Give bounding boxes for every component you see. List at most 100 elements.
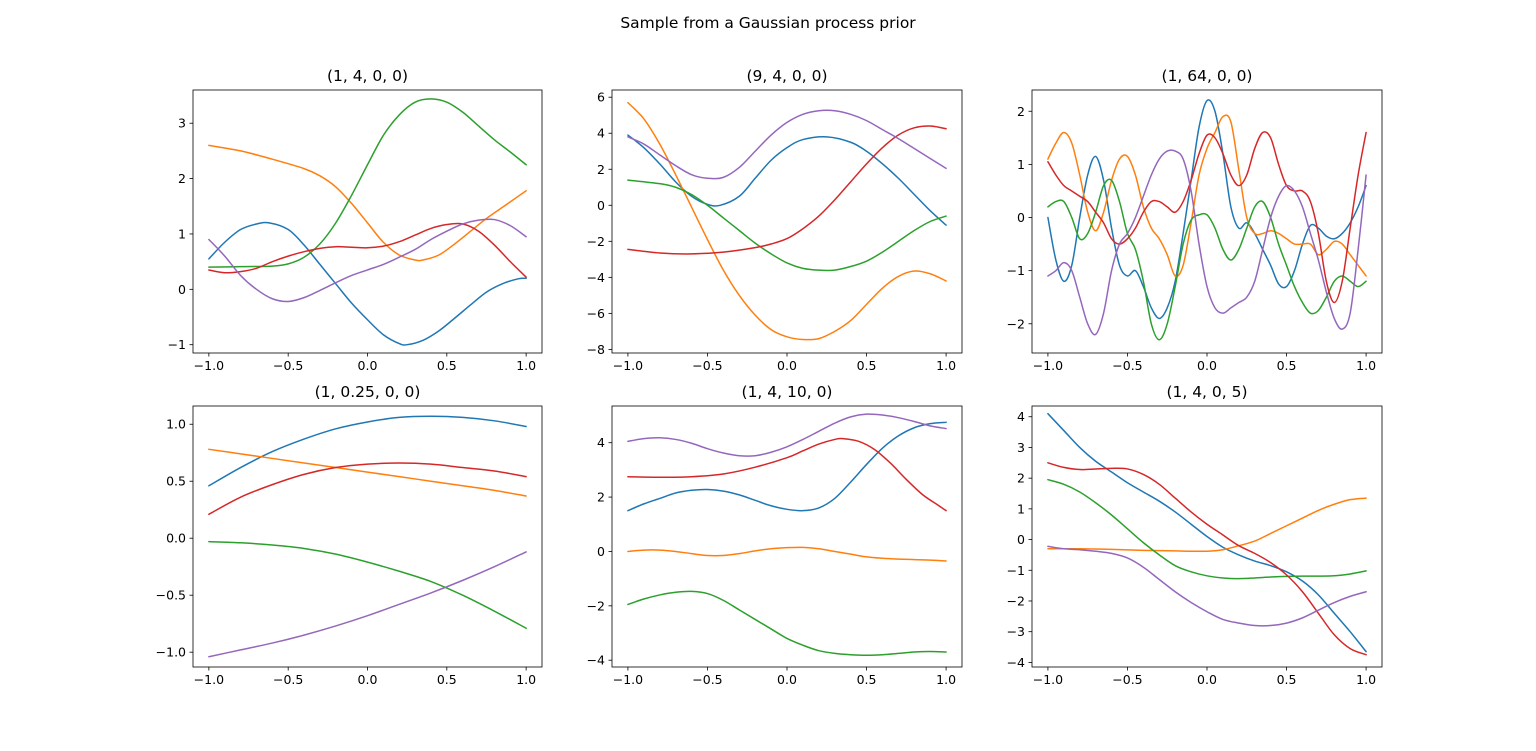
subplot-5: −1.0 −0.5 0.0 0.5 1.0 −4 −2 0 2 4 (1, 4, 10, 0) [587,383,963,687]
y-tick-label: 1.0 [166,417,186,432]
subplot-title: (1, 0.25, 0, 0) [315,383,421,401]
series-line-1 [1047,99,1367,320]
y-tick-label: 6 [597,90,605,105]
series-group [1047,412,1367,656]
x-tick-label: 0.5 [437,358,457,373]
subplot-title: (1, 4, 0, 5) [1166,383,1247,401]
series-line-3 [208,540,527,629]
series-line-5 [208,218,527,303]
y-tick-label: −1 [1007,263,1025,278]
series-line-4 [208,462,527,516]
x-tick-label: −1.0 [613,358,643,373]
series-line-1 [208,415,527,487]
series-line-2 [627,101,947,341]
x-tick-label: 1.0 [1356,672,1376,687]
series-line-5 [208,551,527,658]
subplot-title: (1, 4, 0, 0) [327,67,408,85]
x-tick-label: 0.0 [358,672,378,687]
series-line-4 [1047,462,1367,656]
x-tick-label: 0.5 [857,672,877,687]
series-line-4 [627,437,947,512]
series-group [627,101,947,341]
x-tick-label: 0.5 [437,672,457,687]
y-tick-label: −3 [1007,624,1025,639]
x-tick-label: −1.0 [1033,672,1063,687]
y-tick-label: −0.5 [156,588,186,603]
subplot-3: −1.0 −0.5 0.0 0.5 1.0 −2 −1 0 1 2 (1, 64, 0, 0) [1007,67,1383,373]
series-line-1 [627,134,947,226]
x-tick-label: −1.0 [1033,358,1063,373]
x-tick-label: 1.0 [516,358,536,373]
y-tick-label: −4 [587,270,605,285]
x-tick-label: −0.5 [1112,358,1142,373]
figure-suptitle: Sample from a Gaussian process prior [620,14,916,32]
series-line-3 [627,590,947,657]
x-tick-label: 1.0 [936,358,956,373]
y-tick-label: −2 [587,598,605,613]
series-line-2 [627,546,947,562]
subplot-title: (1, 64, 0, 0) [1162,67,1253,85]
series-line-1 [1047,412,1367,653]
y-tick-label: 1 [1017,501,1025,516]
series-line-2 [208,144,527,262]
series-line-4 [208,222,527,278]
series-line-1 [627,421,947,512]
subplot-title: (9, 4, 0, 0) [746,67,827,85]
y-tick-label: −4 [587,653,605,668]
series-line-5 [1047,545,1367,627]
x-tick-label: 0.0 [777,672,797,687]
y-tick-label: 0 [178,282,186,297]
x-tick-label: 0.0 [1197,672,1217,687]
y-tick-label: 2 [178,171,186,186]
y-tick-label: 2 [1017,471,1025,486]
y-tick-label: 0 [1017,210,1025,225]
x-tick-label: −1.0 [194,358,224,373]
series-line-1 [208,221,527,346]
y-tick-label: 0 [597,544,605,559]
x-tick-label: 1.0 [516,672,536,687]
y-tick-label: −2 [1007,593,1025,608]
x-tick-label: 0.5 [1277,358,1297,373]
subplot-6: −1.0 −0.5 0.0 0.5 1.0 −4 −3 −2 −1 0 1 2 3 4 (1, 4, 0, … [1007,383,1383,687]
y-tick-label: −2 [1007,316,1025,331]
x-tick-label: −1.0 [613,672,643,687]
x-tick-label: −0.5 [692,358,722,373]
y-tick-label: −6 [587,306,605,321]
x-tick-label: 1.0 [1356,358,1376,373]
y-tick-label: 2 [597,162,605,177]
y-tick-label: −8 [587,342,605,357]
y-tick-label: 4 [1017,409,1025,424]
series-line-3 [1047,178,1367,341]
y-tick-label: 1 [178,226,186,241]
y-tick-label: 0.0 [166,531,186,546]
y-tick-label: −1 [168,337,186,352]
x-tick-label: −1.0 [194,672,224,687]
y-tick-label: 2 [1017,104,1025,119]
y-tick-label: 0 [597,198,605,213]
series-line-4 [1047,131,1367,304]
y-tick-label: 1 [1017,157,1025,172]
y-tick-label: −1 [1007,563,1025,578]
x-tick-label: 0.0 [1197,358,1217,373]
series-line-5 [627,413,947,457]
y-tick-label: 3 [178,116,186,131]
series-line-2 [208,448,527,497]
y-tick-label: −1.0 [156,645,186,660]
y-tick-label: −4 [1007,655,1025,670]
y-tick-label: 4 [597,126,605,141]
series-line-3 [208,98,527,268]
x-tick-label: −0.5 [692,672,722,687]
x-tick-label: 0.0 [358,358,378,373]
series-line-4 [627,125,947,255]
y-tick-label: 0 [1017,532,1025,547]
subplot-2: −1.0 −0.5 0.0 0.5 1.0 −8 −6 −4 −2 0 2 4 6 (9, 4, 0, 0… [587,67,963,373]
series-group [627,413,947,657]
series-group [208,415,527,658]
x-tick-label: −0.5 [273,672,303,687]
x-tick-label: 0.5 [1277,672,1297,687]
series-group [208,98,527,346]
x-tick-label: −0.5 [273,358,303,373]
